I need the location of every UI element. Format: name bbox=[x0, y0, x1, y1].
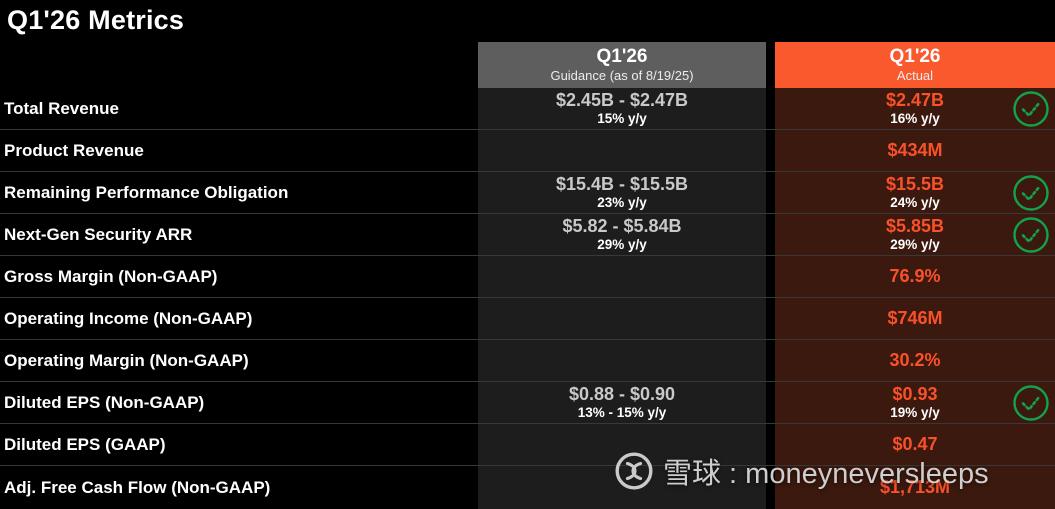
metric-label: Gross Margin (Non-GAAP) bbox=[4, 266, 218, 286]
actual-value: $2.47B bbox=[885, 90, 945, 110]
beat-check-icon bbox=[1013, 384, 1049, 421]
guidance-period-label: Q1'26 bbox=[596, 46, 648, 67]
table-row: Operating Margin (Non-GAAP) 30.2% bbox=[0, 340, 1055, 382]
guidance-value: $5.82 - $5.84B bbox=[562, 216, 682, 236]
table-row: Remaining Performance Obligation $15.4B … bbox=[0, 172, 1055, 214]
actual-value: 76.9% bbox=[889, 266, 941, 286]
metrics-table: Q1'26 Guidance (as of 8/19/25) Q1'26 Act… bbox=[0, 42, 1055, 509]
table-row: Gross Margin (Non-GAAP) 76.9% bbox=[0, 256, 1055, 298]
metric-label: Operating Margin (Non-GAAP) bbox=[4, 350, 249, 370]
guidance-yoy: 23% y/y bbox=[597, 195, 647, 210]
actual-yoy: 16% y/y bbox=[890, 111, 940, 126]
watermark: 雪球 : moneyneversleeps bbox=[614, 450, 989, 492]
actual-value: $0.47 bbox=[892, 434, 938, 454]
metric-label: Operating Income (Non-GAAP) bbox=[4, 308, 253, 328]
actual-value: $5.85B bbox=[885, 216, 945, 236]
table-row: Next-Gen Security ARR $5.82 - $5.84B 29%… bbox=[0, 214, 1055, 256]
actual-column-header: Q1'26 Actual bbox=[775, 42, 1055, 88]
guidance-yoy: 15% y/y bbox=[597, 111, 647, 126]
actual-value: $15.5B bbox=[885, 174, 945, 194]
actual-value: 30.2% bbox=[889, 350, 941, 370]
guidance-column-header: Q1'26 Guidance (as of 8/19/25) bbox=[478, 42, 766, 88]
table-header-row: Q1'26 Guidance (as of 8/19/25) Q1'26 Act… bbox=[0, 42, 1055, 88]
actual-yoy: 29% y/y bbox=[890, 237, 940, 252]
beat-check-icon bbox=[1013, 90, 1049, 127]
metric-label: Diluted EPS (GAAP) bbox=[4, 434, 166, 454]
actual-value: $746M bbox=[887, 308, 943, 328]
metric-label: Diluted EPS (Non-GAAP) bbox=[4, 392, 205, 412]
guidance-value: $0.88 - $0.90 bbox=[568, 384, 676, 404]
metric-label: Product Revenue bbox=[4, 140, 144, 160]
actual-subtitle: Actual bbox=[896, 68, 934, 83]
beat-check-icon bbox=[1013, 216, 1049, 253]
guidance-value: $2.45B - $2.47B bbox=[555, 90, 689, 110]
table-row: Total Revenue $2.45B - $2.47B 15% y/y $2… bbox=[0, 88, 1055, 130]
metric-label: Next-Gen Security ARR bbox=[4, 224, 193, 244]
table-row: Adj. Free Cash Flow (Non-GAAP) $1,713M bbox=[0, 466, 1055, 509]
xueqiu-snowball-logo-icon bbox=[615, 452, 653, 490]
actual-value: $434M bbox=[887, 140, 943, 160]
actual-yoy: 24% y/y bbox=[890, 195, 940, 210]
guidance-subtitle: Guidance (as of 8/19/25) bbox=[550, 68, 694, 83]
beat-check-icon bbox=[1013, 174, 1049, 211]
page-title: Q1'26 Metrics bbox=[7, 5, 185, 35]
actual-yoy: 19% y/y bbox=[890, 405, 940, 420]
table-row: Diluted EPS (GAAP) $0.47 bbox=[0, 424, 1055, 466]
guidance-value: $15.4B - $15.5B bbox=[555, 174, 689, 194]
actual-value: $0.93 bbox=[892, 384, 938, 404]
metric-label: Adj. Free Cash Flow (Non-GAAP) bbox=[4, 477, 271, 497]
watermark-text: 雪球 : moneyneversleeps bbox=[663, 458, 989, 490]
table-row: Product Revenue $434M bbox=[0, 130, 1055, 172]
metric-label: Total Revenue bbox=[4, 98, 119, 118]
actual-period-label: Q1'26 bbox=[889, 46, 941, 67]
table-row: Diluted EPS (Non-GAAP) $0.88 - $0.90 13%… bbox=[0, 382, 1055, 424]
table-row: Operating Income (Non-GAAP) $746M bbox=[0, 298, 1055, 340]
metric-label: Remaining Performance Obligation bbox=[4, 182, 289, 202]
guidance-yoy: 13% - 15% y/y bbox=[577, 405, 667, 420]
guidance-yoy: 29% y/y bbox=[597, 237, 647, 252]
actual-value: $1,713M bbox=[879, 477, 951, 497]
header-spacer bbox=[0, 42, 478, 88]
